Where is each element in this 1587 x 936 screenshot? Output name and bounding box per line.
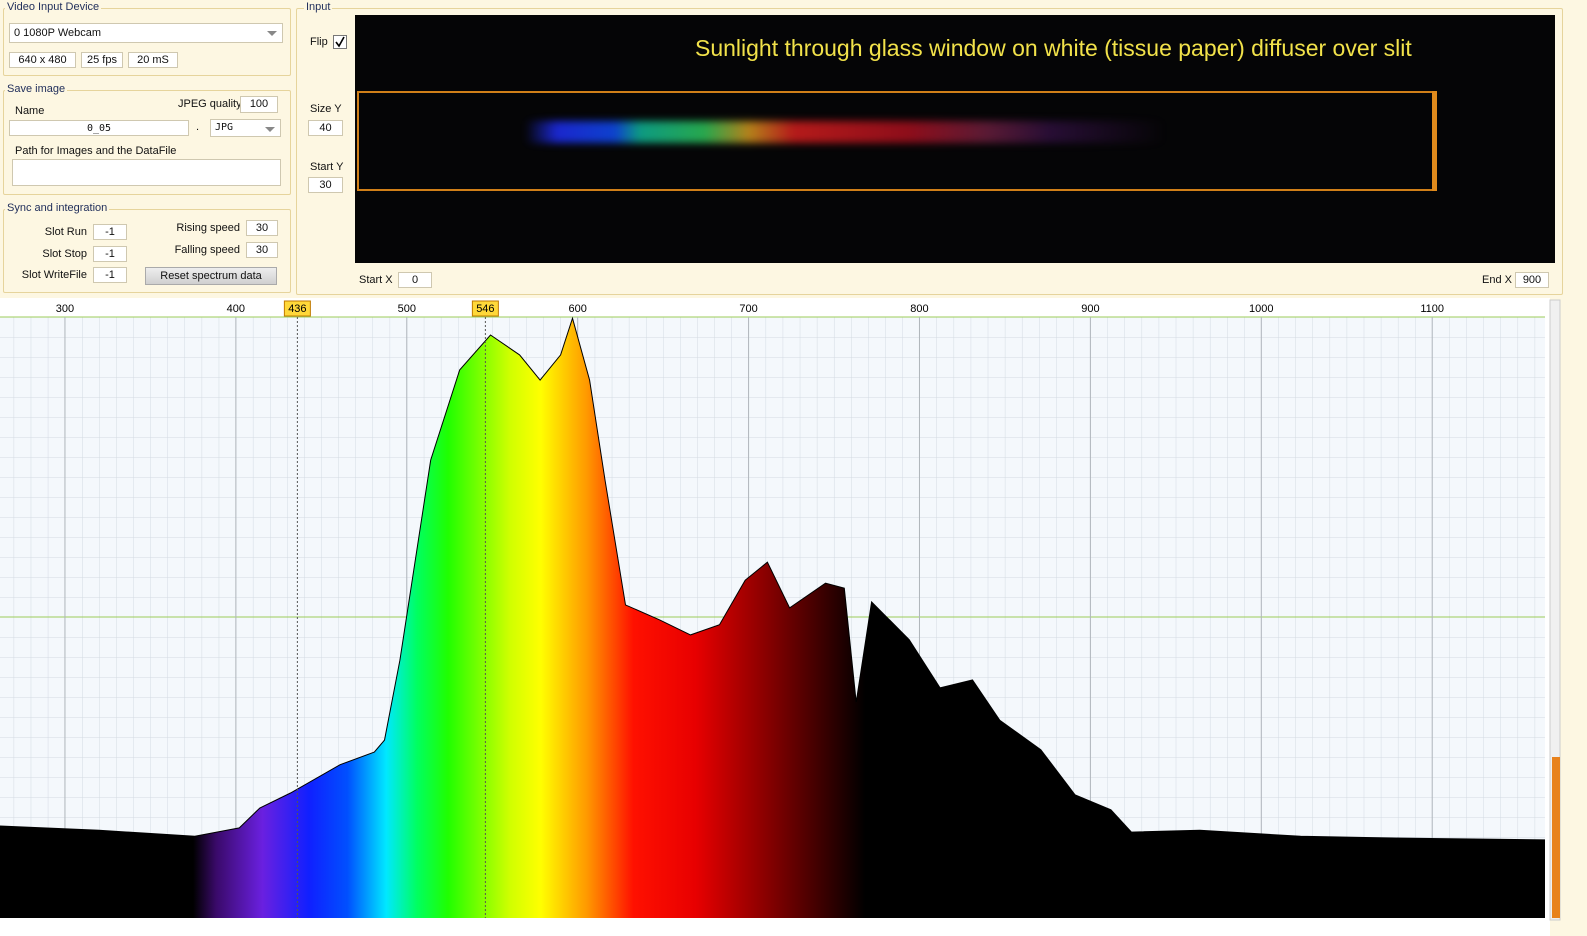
jpeg-quality-input[interactable]: 100 xyxy=(240,96,278,113)
level-bar xyxy=(1552,757,1560,918)
group-box xyxy=(3,90,291,195)
check-mark xyxy=(335,36,345,48)
spectrum-line xyxy=(0,316,1546,841)
spectrum-chart: 300 400 500 600 700 800 900 1000 1100 436 546 xyxy=(0,298,1561,936)
fps-box[interactable]: 25 fps xyxy=(81,52,123,68)
x-tick-label: 1000 xyxy=(1249,303,1273,315)
group-title: Save image xyxy=(5,83,68,95)
format-combo[interactable]: JPG xyxy=(210,119,281,137)
label: Start X xyxy=(359,274,393,286)
label: Start Y xyxy=(310,161,344,173)
spectrum-strip xyxy=(525,121,1165,143)
x-tick-label: 800 xyxy=(910,303,928,315)
label: Slot Run xyxy=(44,226,87,238)
marker-label: 436 xyxy=(288,303,306,315)
scrollbar[interactable] xyxy=(1549,299,1561,921)
size-y-input[interactable]: 40 xyxy=(308,120,343,136)
camera-preview: Sunlight through glass window on white (… xyxy=(355,15,1555,263)
group-box xyxy=(3,8,291,76)
slot-run-input[interactable]: -1 xyxy=(93,224,127,240)
label: . xyxy=(196,121,200,133)
label: Flip xyxy=(310,36,328,48)
selection-handle xyxy=(1432,91,1437,191)
group-box xyxy=(296,8,1563,295)
x-tick-label: 400 xyxy=(227,303,245,315)
device-combo[interactable]: 0 1080P Webcam xyxy=(9,23,283,43)
exposure-box[interactable]: 20 mS xyxy=(128,52,178,68)
group-title: Input xyxy=(304,1,333,13)
x-tick-label: 600 xyxy=(568,303,586,315)
label: JPEG quality xyxy=(178,98,242,110)
rising-input[interactable]: 30 xyxy=(246,220,278,236)
flip-checkbox[interactable] xyxy=(333,35,347,49)
label: End X xyxy=(1482,274,1512,286)
slot-writefile-input[interactable]: -1 xyxy=(93,267,127,283)
label: Slot Stop xyxy=(42,248,87,260)
label: Falling speed xyxy=(174,244,240,256)
end-x-input[interactable]: 900 xyxy=(1515,272,1549,288)
selection-rect xyxy=(357,91,1437,191)
group-box xyxy=(3,209,291,293)
group-title: Sync and integration xyxy=(5,202,110,214)
x-tick-label: 700 xyxy=(739,303,757,315)
falling-input[interactable]: 30 xyxy=(246,242,278,258)
name-input[interactable]: 0_05 xyxy=(9,120,189,136)
x-tick-label: 900 xyxy=(1081,303,1099,315)
reset-button[interactable]: Reset spectrum data xyxy=(145,267,277,285)
path-input[interactable] xyxy=(12,159,281,186)
annotation: Sunlight through glass window on white (… xyxy=(695,35,1412,61)
label: Name xyxy=(15,105,45,117)
marker-box xyxy=(471,300,499,317)
label: Rising speed xyxy=(176,222,240,234)
x-tick-label: 300 xyxy=(56,303,74,315)
label: Slot WriteFile xyxy=(21,269,87,281)
x-tick-label: 1100 xyxy=(1420,303,1444,315)
marker-box xyxy=(283,300,311,317)
area-fill xyxy=(0,318,1545,918)
resolution-box[interactable]: 640 x 480 xyxy=(9,52,76,68)
group-title: Video Input Device xyxy=(5,1,102,13)
marker-label: 546 xyxy=(476,303,494,315)
start-y-input[interactable]: 30 xyxy=(308,177,343,193)
x-tick-label: 500 xyxy=(398,303,416,315)
start-x-input[interactable]: 0 xyxy=(398,272,432,288)
label: Size Y xyxy=(310,103,342,115)
label: Path for Images and the DataFile xyxy=(15,145,177,157)
slot-stop-input[interactable]: -1 xyxy=(93,246,127,262)
